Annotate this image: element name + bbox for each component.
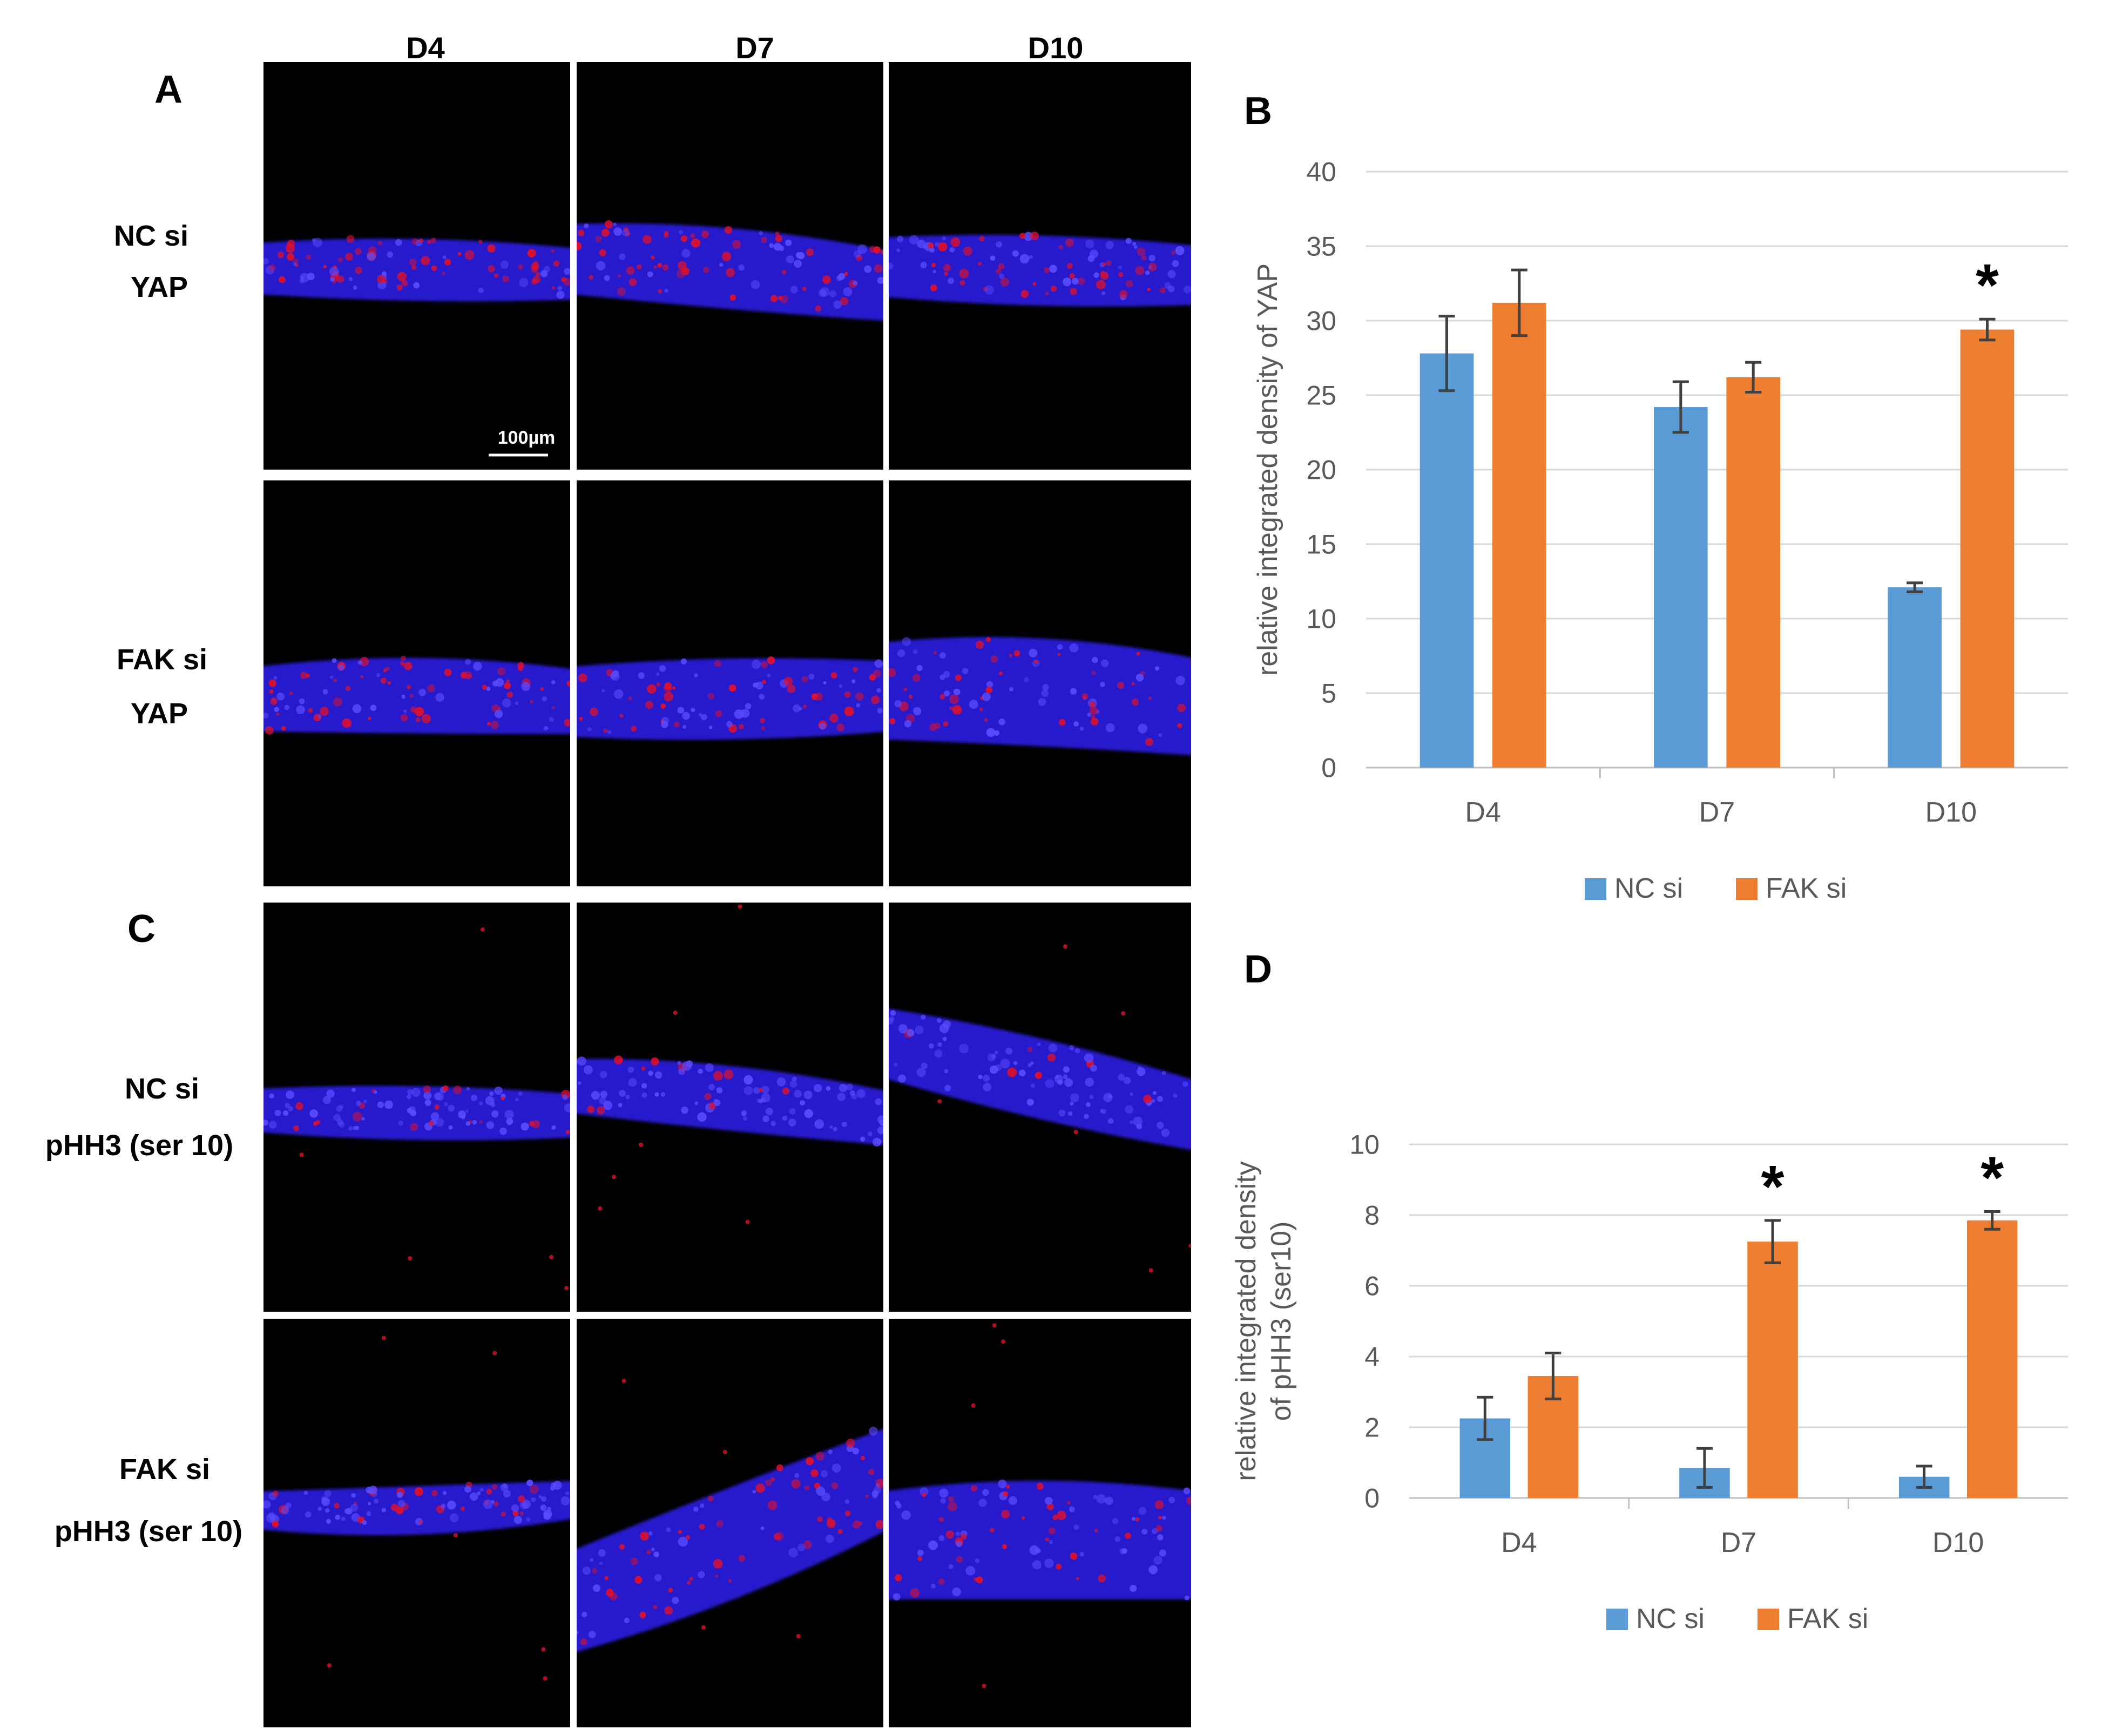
error-bar	[1672, 380, 1689, 434]
x-tick-label: D10	[1932, 1527, 1984, 1558]
row-label-c-nc: NC si pHH3 (ser 10)	[45, 1073, 233, 1162]
error-bar	[1916, 1464, 1932, 1489]
significance-marker: *	[1976, 252, 1999, 318]
svg-text:NC si: NC si	[125, 1073, 199, 1105]
micrograph-r2-c1	[263, 480, 570, 886]
error-bar	[1745, 361, 1762, 394]
error-bar	[1438, 315, 1455, 392]
y-tick-label: 15	[1306, 530, 1336, 560]
error-bar	[1477, 1395, 1493, 1441]
y-tick-label: 2	[1364, 1413, 1380, 1443]
x-tick-label: D4	[1465, 797, 1500, 828]
legend: NC si FAK si	[1585, 873, 1847, 904]
micrograph-r3-c1	[263, 903, 570, 1312]
bar-fak-si-d4	[1492, 302, 1546, 768]
chart-panel-b: 0 5 10 15 20 25 30 35 40 D4 D7 D10 * relative integra…	[1252, 157, 2068, 904]
svg-text:YAP: YAP	[131, 697, 188, 730]
bar-nc-si-d7	[1654, 407, 1708, 768]
bar-fak-si-d7	[1726, 377, 1780, 768]
y-tick-label: 30	[1306, 306, 1336, 336]
error-bar	[1696, 1447, 1713, 1489]
error-bar	[1511, 268, 1527, 337]
legend-entry: FAK si	[1787, 1603, 1868, 1635]
day-header-d10: D10	[1028, 31, 1084, 65]
micrograph-r2-c2	[577, 480, 883, 886]
svg-text:FAK si: FAK si	[117, 643, 207, 676]
error-bar	[1984, 1210, 2000, 1231]
panel-label-a: A	[154, 68, 182, 111]
bar-fak-si-d7	[1747, 1242, 1798, 1498]
micrograph-r1-c2	[577, 62, 883, 470]
y-axis-label: relative integrated density of YAP	[1252, 263, 1283, 676]
row-label-a-nc: NC si YAP	[114, 220, 188, 303]
scale-bar-label: 100µm	[498, 428, 556, 448]
legend-entry: NC si	[1636, 1603, 1705, 1635]
y-tick-label: 10	[1349, 1130, 1380, 1160]
legend-swatch	[1585, 878, 1606, 900]
scale-bar: 100µm	[489, 428, 556, 457]
error-bar	[1545, 1351, 1562, 1401]
micrograph-r4-c2	[577, 1319, 883, 1727]
legend-entry: FAK si	[1766, 873, 1847, 904]
y-tick-label: 6	[1364, 1271, 1380, 1301]
legend: NC si FAK si	[1606, 1603, 1868, 1635]
svg-text:YAP: YAP	[131, 271, 188, 303]
error-bar	[1979, 317, 1996, 342]
micrograph-grid	[263, 62, 1191, 1727]
y-tick-label: 10	[1306, 604, 1336, 634]
significance-marker: *	[1980, 1144, 2004, 1211]
panel-label-c: C	[127, 907, 156, 951]
micrograph-r3-c3	[889, 903, 1191, 1312]
x-tick-label: D10	[1925, 797, 1977, 828]
micrograph-r1-c1	[263, 62, 570, 470]
micrograph-r3-c2	[577, 903, 883, 1312]
x-tick-label: D4	[1501, 1527, 1537, 1558]
y-tick-label: 8	[1364, 1201, 1380, 1231]
y-tick-label: 35	[1306, 232, 1336, 262]
day-header-d7: D7	[735, 31, 774, 65]
micrograph-r2-c3	[889, 480, 1191, 886]
bar-fak-si-d10	[1960, 329, 2015, 768]
micrograph-r1-c3	[889, 62, 1191, 470]
y-tick-label: 0	[1364, 1483, 1380, 1514]
row-label-c-fak: FAK si pHH3 (ser 10)	[55, 1453, 242, 1548]
panel-label-b: B	[1244, 90, 1272, 133]
bar-fak-si-d10	[1966, 1220, 2018, 1498]
x-tick-label: D7	[1721, 1527, 1756, 1558]
y-tick-label: 40	[1306, 157, 1336, 187]
svg-text:pHH3 (ser 10): pHH3 (ser 10)	[45, 1129, 233, 1162]
legend-swatch	[1736, 878, 1758, 900]
day-header-d4: D4	[406, 31, 445, 65]
micrograph-r4-c1	[263, 1319, 570, 1727]
y-axis-label: relative integrated density	[1231, 1161, 1262, 1481]
y-tick-label: 25	[1306, 381, 1336, 411]
y-tick-label: 20	[1306, 455, 1336, 485]
y-tick-label: 5	[1321, 679, 1336, 709]
significance-marker: *	[1761, 1154, 1784, 1220]
legend-entry: NC si	[1614, 873, 1683, 904]
svg-text:NC si: NC si	[114, 220, 188, 252]
micrograph-r4-c3	[889, 1319, 1191, 1727]
bar-nc-si-d4	[1419, 353, 1474, 768]
panel-label-d: D	[1244, 948, 1272, 991]
svg-text:FAK si: FAK si	[119, 1453, 210, 1486]
y-tick-label: 4	[1364, 1342, 1380, 1372]
svg-text:pHH3 (ser 10): pHH3 (ser 10)	[55, 1515, 242, 1548]
y-tick-label: 0	[1321, 753, 1336, 783]
chart-panel-d: 0 2 4 6 8 10 D4 D7 * D10 * relative integrated dens…	[1231, 1130, 2068, 1635]
y-axis-label: of pHH3 (ser10)	[1266, 1222, 1297, 1421]
row-label-a-fak: FAK si YAP	[117, 643, 207, 730]
legend-swatch	[1606, 1609, 1628, 1630]
error-bar	[1907, 581, 1923, 593]
legend-swatch	[1758, 1609, 1779, 1630]
bar-nc-si-d10	[1888, 587, 1942, 768]
error-bar	[1765, 1219, 1781, 1264]
x-tick-label: D7	[1699, 797, 1735, 828]
